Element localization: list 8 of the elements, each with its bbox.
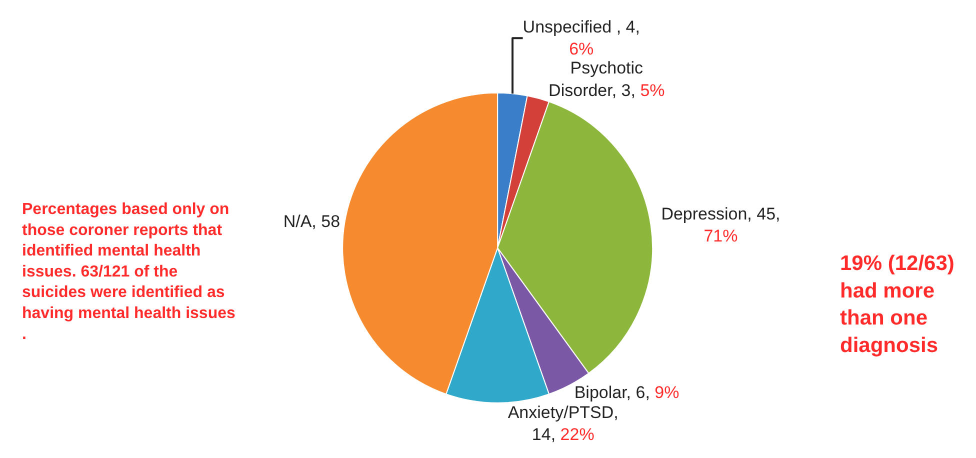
slice-label: Depression, 45, 71% [661,204,780,246]
text: Percentages based only on those coroner reports that identified mental health issues. 63/121 of the suicides were identified as having mental health issues . [22,201,236,343]
slice-label: Anxiety/PTSD, 14, 22% [508,402,618,444]
text: 19% (12/63) had more than one diagnosis [840,252,954,357]
slice-label: Unspecified , 4, 6% [522,18,640,59]
slice-label: N/A, 58 [283,212,340,232]
slice-label: Bipolar, 6, 9% [574,383,680,402]
slice-label: Psychotic Disorder, 3, 5% [548,58,665,100]
